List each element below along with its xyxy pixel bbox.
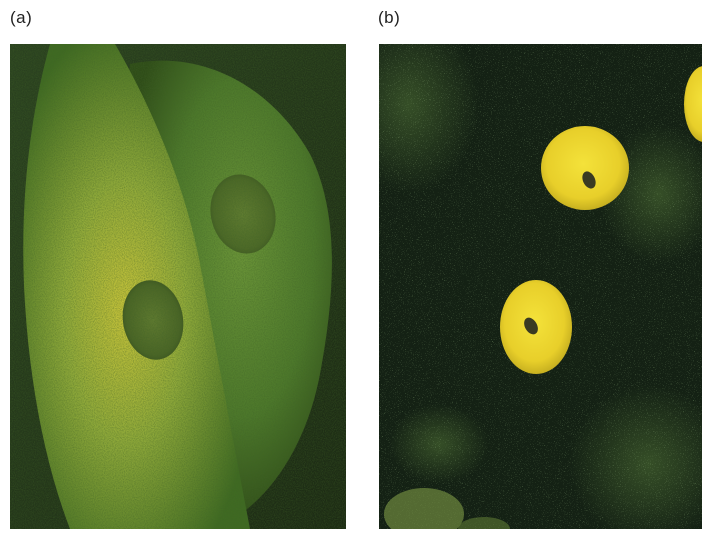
speckle-texture: [10, 44, 346, 529]
panel-b-micrograph: [379, 44, 702, 529]
panel-a-label: (a): [10, 8, 33, 27]
nucleus-upper: [541, 126, 629, 210]
nucleolus-lower: [524, 317, 538, 335]
panel-a-micrograph: [10, 44, 346, 529]
nucleus-bottom-2: [458, 517, 510, 529]
panel-b-label: (b): [378, 8, 401, 27]
nucleus-edge: [684, 66, 702, 142]
nucleolus-upper: [582, 171, 596, 189]
nucleus-bottom: [384, 488, 464, 529]
